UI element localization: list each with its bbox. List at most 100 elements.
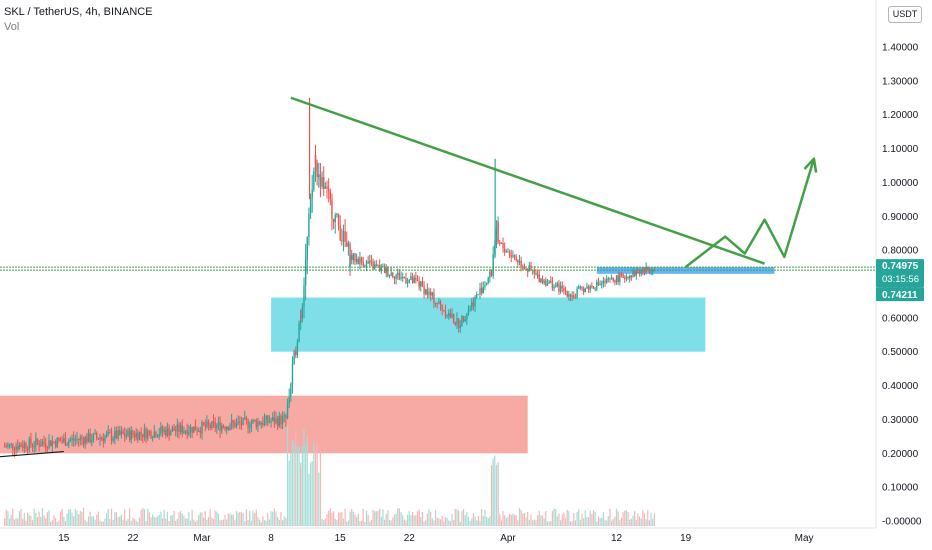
volume-bar xyxy=(410,515,412,526)
volume-bar xyxy=(645,519,647,526)
volume-label: Vol xyxy=(4,21,20,33)
currency-button[interactable]: USDT xyxy=(888,6,922,23)
volume-bar xyxy=(13,519,16,526)
candle-body xyxy=(620,274,623,276)
candle-body xyxy=(467,309,470,315)
candle-body xyxy=(459,326,461,328)
candle-body xyxy=(321,177,323,187)
volume-bar xyxy=(199,512,201,526)
volume-bar xyxy=(510,514,512,526)
volume-bar xyxy=(12,508,14,526)
candle-body xyxy=(492,254,494,271)
candle-body xyxy=(638,272,641,274)
volume-bar xyxy=(176,518,178,526)
candle-body xyxy=(615,275,618,283)
volume-bar xyxy=(553,508,555,526)
volume-bar xyxy=(235,510,238,526)
candle-body xyxy=(388,274,391,277)
volume-bar xyxy=(239,511,241,526)
candle-body xyxy=(3,446,6,448)
volume-bar xyxy=(377,510,379,526)
candle-body xyxy=(329,191,332,200)
candle-body xyxy=(546,283,549,286)
candle-body xyxy=(360,257,363,262)
candle-body xyxy=(135,432,137,438)
candle-body xyxy=(198,430,200,432)
candle-body xyxy=(326,186,328,189)
candle-body xyxy=(285,415,287,419)
price-tick-label: 0.10000 xyxy=(882,483,919,494)
candle-body xyxy=(625,276,628,279)
volume-bar xyxy=(405,520,407,526)
volume-bar xyxy=(40,516,42,526)
candle-body xyxy=(558,283,560,292)
candle-body xyxy=(607,278,610,280)
volume-bar xyxy=(221,519,223,526)
candle-body xyxy=(147,431,149,439)
candle-body xyxy=(30,438,32,445)
volume-bar xyxy=(342,518,345,526)
volume-bar xyxy=(337,512,340,526)
candle-body xyxy=(244,417,246,419)
candle-body xyxy=(168,427,170,436)
candle-body xyxy=(107,431,109,434)
candle-body xyxy=(581,286,583,289)
volume-bar xyxy=(431,518,433,526)
volume-bar xyxy=(602,511,604,526)
candle-body xyxy=(64,438,67,446)
candle-body xyxy=(476,294,478,298)
candle-body xyxy=(425,289,427,294)
candle-body xyxy=(308,213,310,238)
candle-body xyxy=(257,421,259,427)
candle-body xyxy=(286,403,289,419)
volume-bar xyxy=(472,513,475,526)
candle-body xyxy=(46,446,49,449)
candle-body xyxy=(298,323,300,342)
candle-body xyxy=(610,277,613,279)
volume-bar xyxy=(46,512,48,526)
volume-bar xyxy=(466,512,468,526)
candle-body xyxy=(632,270,634,278)
candle-body xyxy=(262,423,264,425)
candle-body xyxy=(454,322,457,325)
candle-body xyxy=(230,420,233,427)
volume-bar xyxy=(173,510,175,526)
volume-bar xyxy=(152,514,154,526)
volume-bar xyxy=(370,519,373,526)
volume-bar xyxy=(105,513,108,526)
price-tick-label: -0.00000 xyxy=(882,517,922,528)
candle-body xyxy=(89,432,91,443)
volume-bar xyxy=(129,508,131,526)
candle-body xyxy=(76,439,78,441)
candle-body xyxy=(350,254,353,260)
candle-body xyxy=(81,437,83,440)
candle-body xyxy=(237,421,239,423)
volume-bar xyxy=(68,509,70,526)
volume-bar xyxy=(581,513,583,526)
volume-bar xyxy=(78,514,80,526)
candle-body xyxy=(94,433,96,435)
candle-body xyxy=(74,439,77,441)
candle-body xyxy=(342,231,345,242)
volume-bar xyxy=(306,436,308,526)
volume-bar xyxy=(283,516,285,526)
candle-body xyxy=(265,415,267,420)
candle-body xyxy=(23,443,26,448)
volume-bar xyxy=(560,520,562,526)
volume-bar xyxy=(20,509,22,526)
volume-bar xyxy=(574,520,577,526)
volume-bar xyxy=(530,514,532,526)
candle-body xyxy=(102,438,104,442)
volume-bar xyxy=(497,464,499,526)
symbol-title[interactable]: SKL / TetherUS, 4h, BINANCE xyxy=(4,6,153,18)
candle-body xyxy=(495,228,498,245)
volume-bar xyxy=(471,518,473,526)
volume-bar xyxy=(500,520,502,526)
candle-body xyxy=(513,255,516,258)
candle-body xyxy=(359,257,361,265)
price-tick-label: 1.30000 xyxy=(882,76,919,87)
candle-body xyxy=(324,186,327,189)
candle-body xyxy=(150,431,152,439)
volume-bar xyxy=(36,516,39,526)
